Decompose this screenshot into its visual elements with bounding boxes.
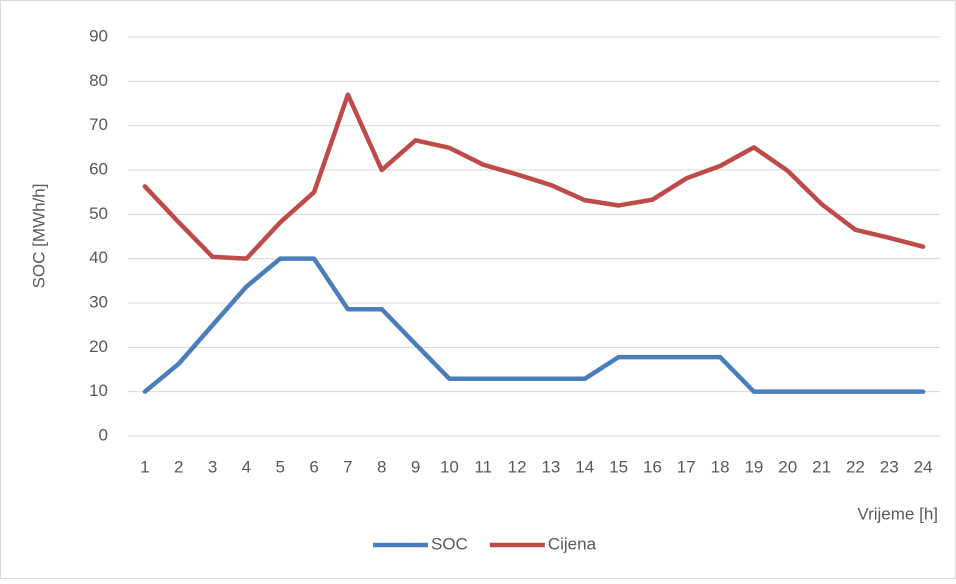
x-tick-label: 23	[880, 457, 899, 476]
x-tick-label: 13	[541, 457, 560, 476]
x-tick-label: 19	[744, 457, 763, 476]
x-axis-label: Vrijeme [h]	[857, 504, 938, 523]
x-tick-label: 22	[846, 457, 865, 476]
series-line	[142, 256, 926, 394]
x-tick-label: 15	[609, 457, 628, 476]
x-tick-label: 14	[575, 457, 594, 476]
series-line	[142, 92, 926, 261]
x-tick-label: 16	[643, 457, 662, 476]
y-tick-label: 10	[89, 381, 108, 400]
y-axis-label: SOC [MWh/h]	[29, 184, 48, 289]
y-tick-label: 60	[89, 159, 108, 178]
x-tick-label: 9	[411, 457, 420, 476]
x-tick-label: 2	[174, 457, 183, 476]
x-tick-label: 3	[208, 457, 217, 476]
y-tick-label: 80	[89, 71, 108, 90]
x-tick-label: 11	[474, 457, 492, 476]
x-tick-label: 6	[309, 457, 318, 476]
x-tick-label: 24	[914, 457, 933, 476]
legend-label: SOC	[431, 534, 468, 553]
y-tick-label: 70	[89, 115, 108, 134]
y-tick-label: 50	[89, 204, 108, 223]
y-tick-label: 0	[99, 425, 108, 444]
x-tick-label: 20	[778, 457, 797, 476]
x-tick-label: 1	[140, 457, 149, 476]
x-tick-label: 4	[242, 457, 251, 476]
x-tick-label: 8	[377, 457, 386, 476]
x-tick-label: 21	[812, 457, 831, 476]
x-tick-label: 17	[677, 457, 696, 476]
y-tick-label: 40	[89, 248, 108, 267]
legend-label: Cijena	[548, 534, 597, 553]
x-tick-label: 7	[343, 457, 352, 476]
x-tick-label: 10	[440, 457, 459, 476]
y-tick-label: 90	[89, 26, 108, 45]
x-tick-label: 18	[711, 457, 730, 476]
x-tick-label: 5	[276, 457, 285, 476]
x-tick-label: 12	[508, 457, 527, 476]
y-tick-label: 30	[89, 292, 108, 311]
y-tick-label: 20	[89, 337, 108, 356]
